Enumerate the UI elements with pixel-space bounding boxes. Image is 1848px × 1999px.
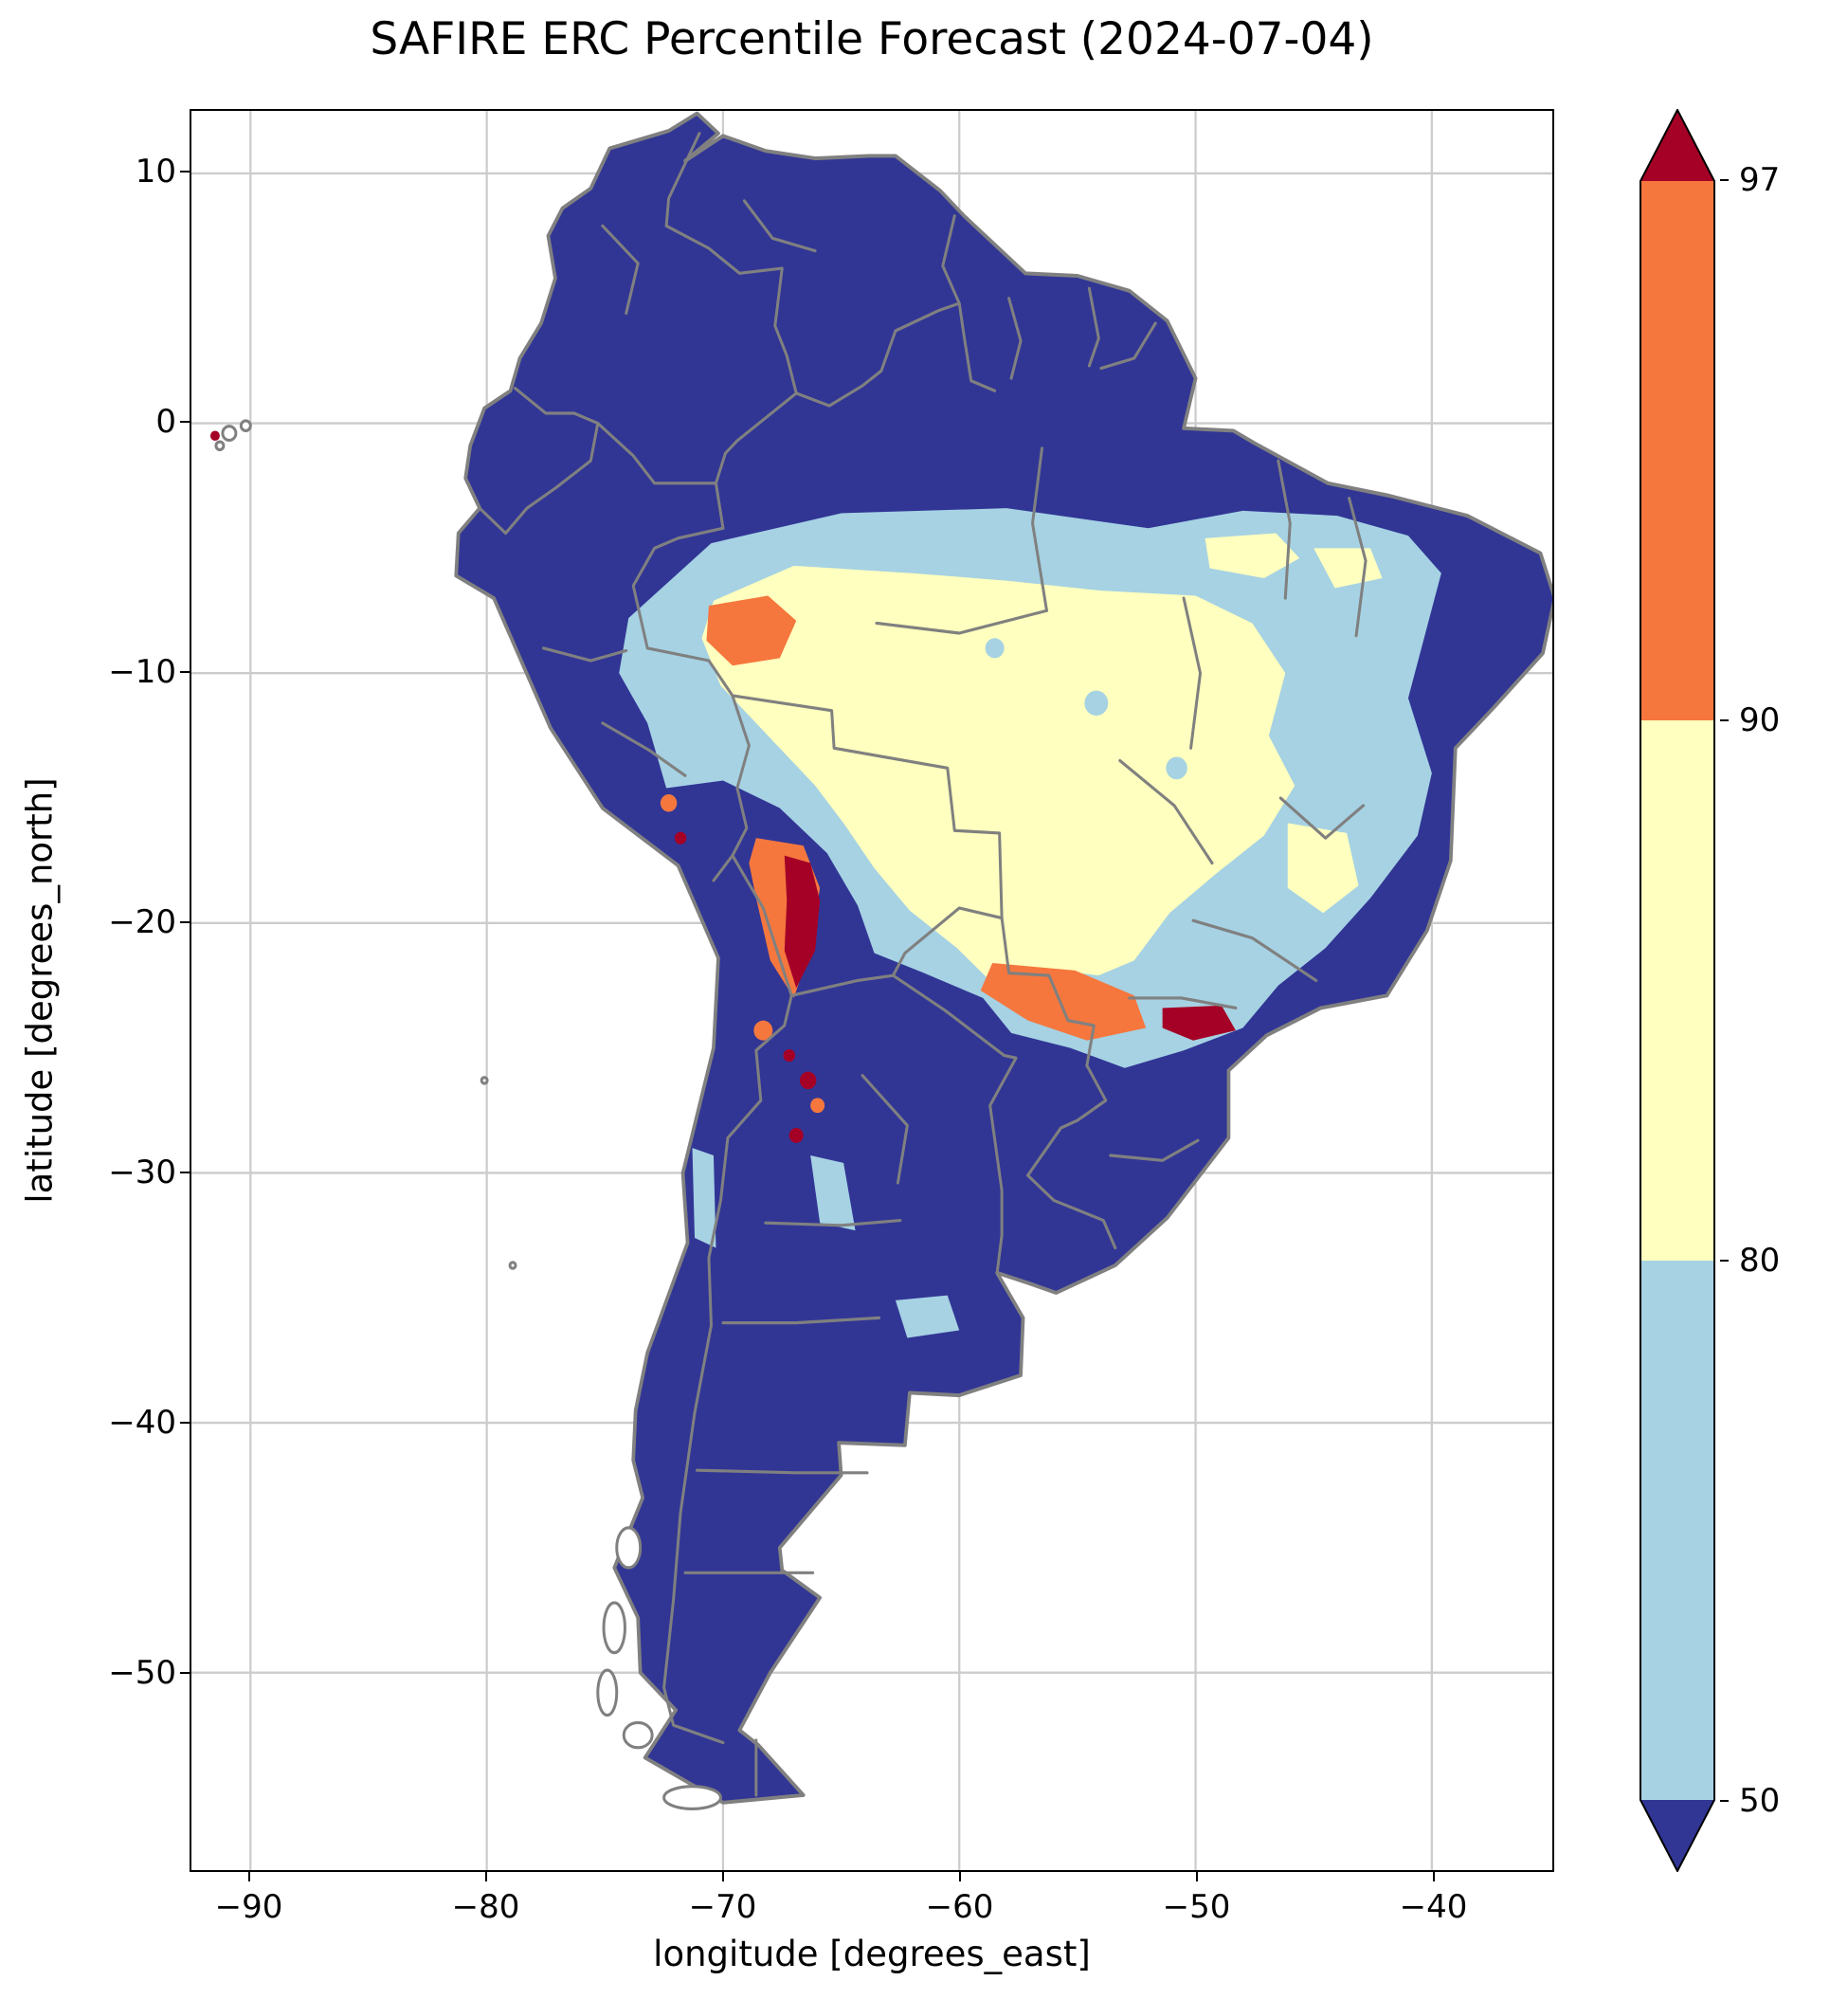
colorbar-segment-80-90 bbox=[1640, 720, 1714, 1261]
map-plot-area bbox=[190, 109, 1554, 1872]
coastline bbox=[454, 111, 1552, 1805]
y-tick-label: −20 bbox=[108, 903, 176, 941]
y-tick-label: −30 bbox=[108, 1154, 176, 1191]
country-borders bbox=[478, 132, 1157, 1797]
colorbar-extend-below bbox=[1640, 1800, 1714, 1871]
y-tick-label: −50 bbox=[108, 1654, 176, 1692]
colorbar-extend-above bbox=[1640, 110, 1714, 181]
y-tick-label: 10 bbox=[135, 153, 176, 191]
x-axis-label: longitude [degrees_east] bbox=[653, 1934, 1091, 1974]
percentile-colorbar bbox=[1640, 109, 1715, 1872]
south-america-map bbox=[191, 111, 1552, 1870]
state-borders bbox=[541, 199, 1368, 1574]
y-axis-label: latitude [degrees_north] bbox=[19, 777, 61, 1204]
colorbar-outline bbox=[1640, 109, 1715, 1872]
y-tick-label: 0 bbox=[155, 403, 176, 441]
colorbar-label-80: 80 bbox=[1739, 1242, 1781, 1280]
colorbar-label-97: 97 bbox=[1739, 161, 1781, 199]
colorbar-label-90: 90 bbox=[1739, 701, 1781, 739]
x-tick-label: −50 bbox=[1162, 1888, 1231, 1926]
x-tick-label: −70 bbox=[688, 1888, 757, 1926]
figure-title: SAFIRE ERC Percentile Forecast (2024-07-… bbox=[370, 13, 1374, 65]
colorbar-segment-50-80 bbox=[1640, 1261, 1714, 1800]
region-above-97 bbox=[209, 430, 1236, 1143]
colorbar-label-50: 50 bbox=[1739, 1782, 1781, 1820]
x-tick-label: −60 bbox=[925, 1888, 994, 1926]
colorbar-segment-90-97 bbox=[1640, 181, 1714, 720]
x-tick-label: −80 bbox=[451, 1888, 520, 1926]
islands bbox=[214, 419, 722, 1810]
x-tick-label: −90 bbox=[214, 1888, 283, 1926]
y-tick-label: −40 bbox=[108, 1404, 176, 1442]
y-tick-label: −10 bbox=[108, 653, 176, 691]
x-tick-label: −40 bbox=[1399, 1888, 1468, 1926]
